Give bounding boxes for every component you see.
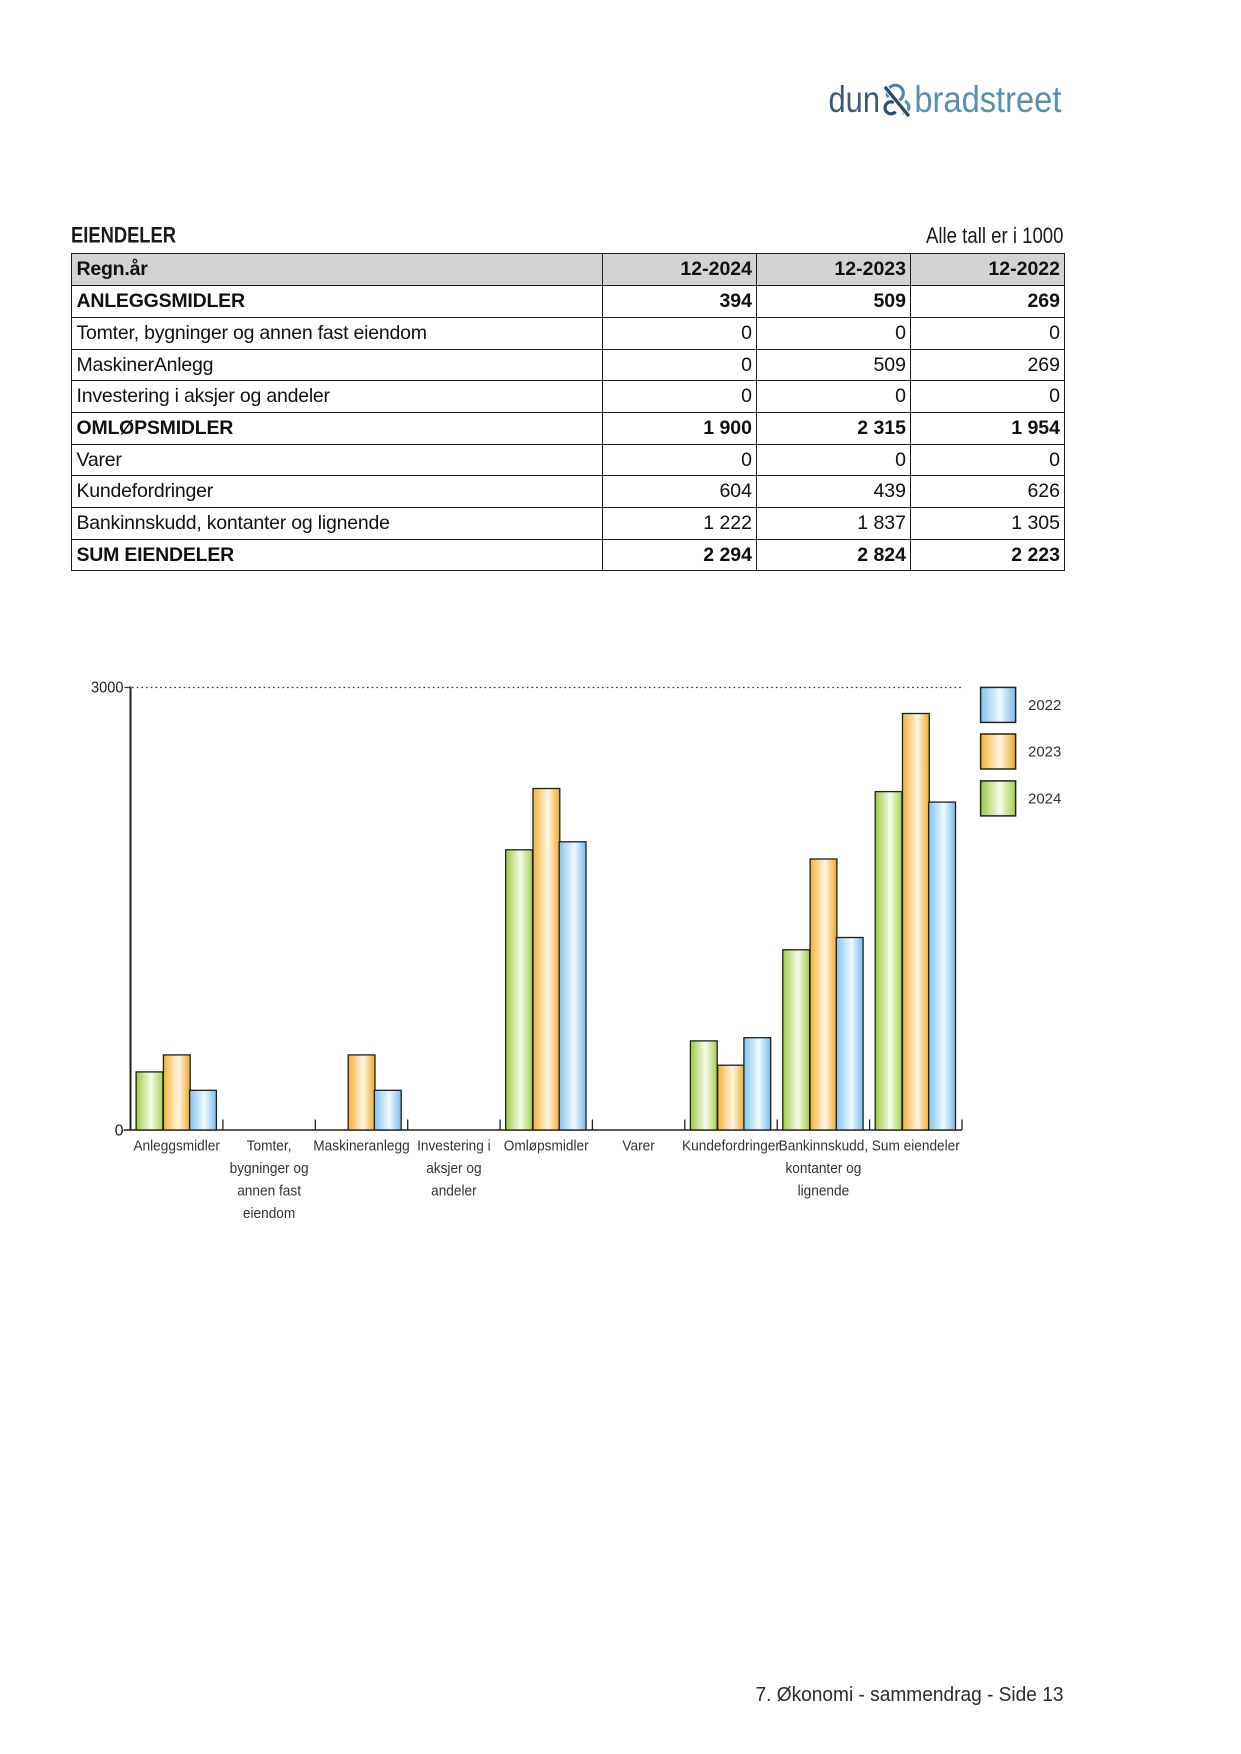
svg-text:lignende: lignende (798, 1183, 850, 1200)
svg-text:0: 0 (115, 1123, 124, 1140)
svg-text:Maskineranlegg: Maskineranlegg (313, 1138, 409, 1155)
svg-text:Tomter,: Tomter, (247, 1138, 292, 1155)
svg-text:Investering i: Investering i (417, 1138, 491, 1155)
svg-text:bradstreet: bradstreet (914, 78, 1062, 120)
svg-text:dun: dun (829, 78, 881, 120)
svg-text:2022: 2022 (1028, 697, 1061, 714)
svg-text:Alle tall er i 1000: Alle tall er i 1000 (926, 223, 1064, 248)
svg-text:eiendom: eiendom (243, 1205, 295, 1222)
svg-text:3000: 3000 (91, 680, 124, 697)
svg-text:annen fast: annen fast (237, 1183, 302, 1200)
svg-text:kontanter og: kontanter og (785, 1160, 861, 1177)
svg-text:andeler: andeler (431, 1183, 477, 1200)
svg-text:Varer: Varer (622, 1138, 654, 1155)
svg-text:2024: 2024 (1028, 791, 1061, 808)
svg-text:2023: 2023 (1028, 744, 1061, 761)
svg-text:Sum eiendeler: Sum eiendeler (872, 1138, 960, 1155)
svg-text:Anleggsmidler: Anleggsmidler (133, 1138, 220, 1155)
svg-text:EIENDELER: EIENDELER (71, 223, 176, 248)
svg-text:Bankinnskudd,: Bankinnskudd, (779, 1138, 869, 1155)
svg-text:Kundefordringer: Kundefordringer (682, 1138, 780, 1155)
svg-text:Omløpsmidler: Omløpsmidler (504, 1138, 589, 1155)
svg-text:bygninger og: bygninger og (230, 1160, 309, 1177)
svg-text:7. Økonomi - sammendrag - Side: 7. Økonomi - sammendrag - Side 13 (756, 1684, 1064, 1706)
svg-text:aksjer og: aksjer og (426, 1160, 481, 1177)
